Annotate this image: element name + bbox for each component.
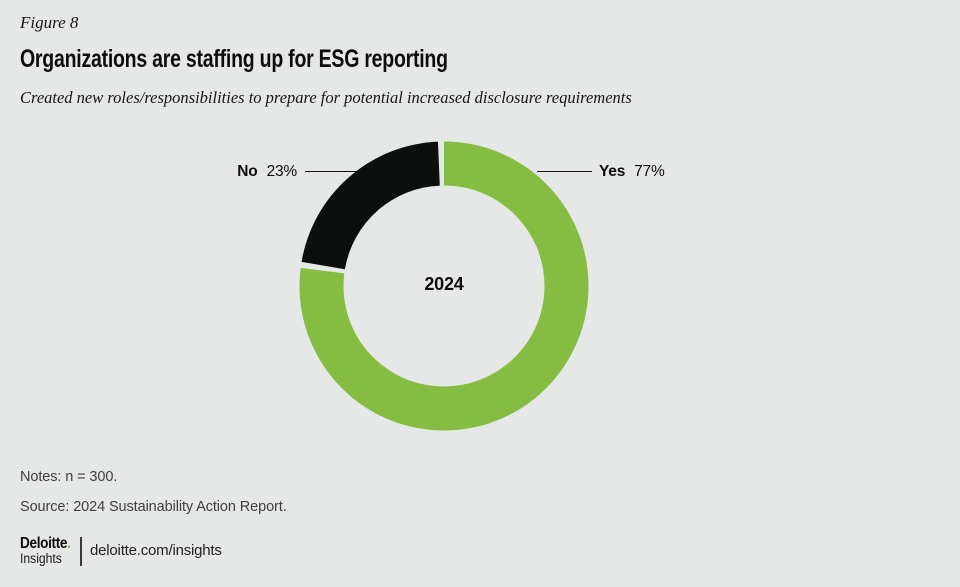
deloitte-insights-logo: Deloitte. Insights bbox=[20, 535, 80, 566]
segment-value-yes: 77% bbox=[634, 162, 665, 180]
donut-center-label: 2024 bbox=[424, 274, 464, 294]
page-subtitle: Created new roles/responsibilities to pr… bbox=[20, 88, 632, 107]
page-title: Organizations are staffing up for ESG re… bbox=[20, 45, 448, 73]
segment-name-yes: Yes bbox=[599, 162, 626, 180]
callout-label-no: No 23% bbox=[180, 163, 297, 181]
brand-green-dot: . bbox=[67, 535, 71, 552]
footer-url: deloitte.com/insights bbox=[90, 542, 222, 559]
notes-text: Notes: n = 300. bbox=[20, 469, 118, 485]
brand-name: Deloitte. bbox=[20, 535, 71, 552]
brand-name-text: Deloitte bbox=[20, 535, 68, 552]
callout-label-yes: Yes 77% bbox=[599, 163, 665, 181]
segment-value-no: 23% bbox=[266, 162, 298, 180]
footer-divider bbox=[80, 537, 82, 566]
callout-line-no bbox=[305, 170, 357, 172]
figure-label: Figure 8 bbox=[20, 13, 79, 32]
donut-segment-no bbox=[301, 141, 440, 270]
donut-segment-yes bbox=[299, 141, 589, 431]
source-text: Source: 2024 Sustainability Action Repor… bbox=[20, 499, 287, 515]
callout-line-yes bbox=[537, 170, 592, 172]
segment-name-no: No bbox=[237, 162, 258, 180]
donut-chart bbox=[299, 141, 589, 431]
brand-subname: Insights bbox=[20, 551, 62, 566]
